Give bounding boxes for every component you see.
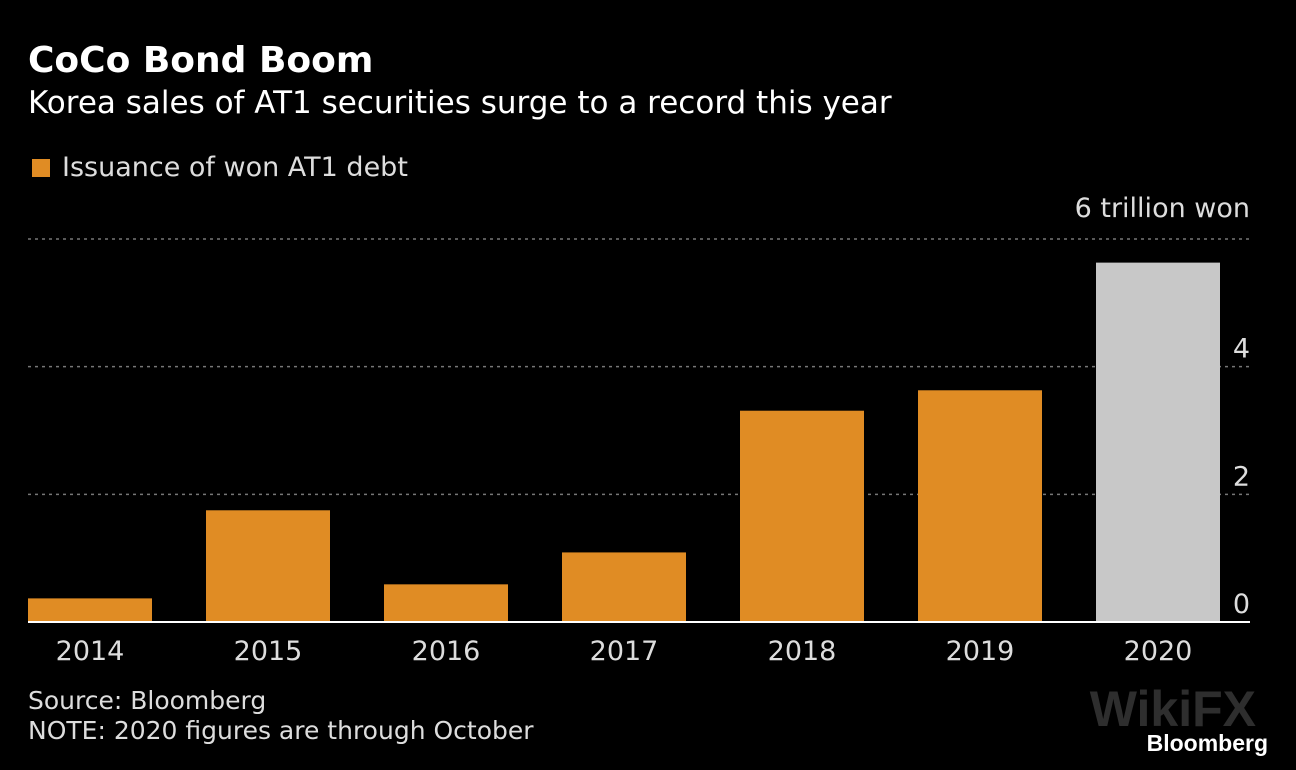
- bar-2015: [206, 510, 330, 622]
- brand-logo: Bloomberg: [1146, 730, 1268, 756]
- x-tick-label: 2019: [946, 636, 1015, 667]
- source-text: Source: Bloomberg: [28, 686, 267, 715]
- watermark-logo: WikiFX: [1089, 681, 1256, 737]
- x-tick-label: 2020: [1124, 636, 1193, 667]
- y-tick-label: 2: [1233, 461, 1250, 492]
- y-tick-label: 4: [1233, 334, 1250, 365]
- x-tick-label: 2015: [234, 636, 303, 667]
- bar-2018: [740, 410, 864, 622]
- note-text: NOTE: 2020 figures are through October: [28, 716, 534, 745]
- y-tick-label: 0: [1233, 589, 1250, 620]
- x-tick-label: 2017: [590, 636, 659, 667]
- chart-title: CoCo Bond Boom: [28, 40, 374, 81]
- chart-subtitle: Korea sales of AT1 securities surge to a…: [28, 85, 892, 121]
- x-tick-label: 2014: [56, 636, 125, 667]
- legend-swatch: [32, 158, 50, 177]
- legend: Issuance of won AT1 debt: [32, 152, 408, 183]
- y-tick-label-top: 6 trillion won: [1074, 193, 1250, 224]
- bar-2019: [918, 390, 1042, 622]
- x-tick-label: 2016: [412, 636, 481, 667]
- bar-2016: [384, 584, 508, 622]
- bar-2014: [28, 598, 152, 622]
- bar-2017: [562, 552, 686, 622]
- legend-label: Issuance of won AT1 debt: [62, 152, 408, 183]
- bar-2020: [1096, 262, 1220, 622]
- x-tick-label: 2018: [768, 636, 837, 667]
